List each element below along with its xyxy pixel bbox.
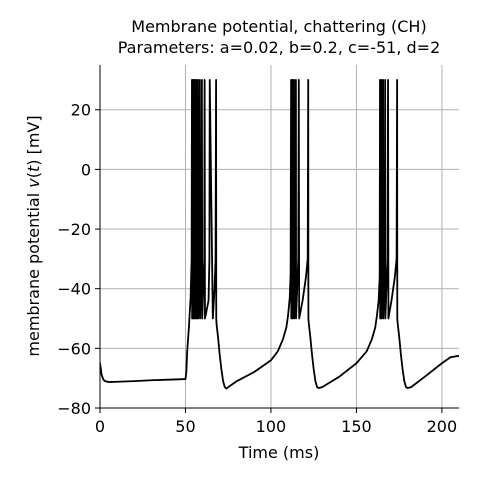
membrane-potential-line (100, 79, 459, 390)
y-axis-label-part: ( (24, 172, 43, 178)
x-tick-label: 0 (95, 417, 105, 436)
axis-layer: 0 50 100 150 200 −80 −60 −40 −20 0 20 (57, 65, 459, 436)
y-tick-label: 0 (81, 160, 91, 179)
x-tick-label: 50 (175, 417, 195, 436)
y-axis-label-part: ) [mV] (24, 115, 43, 165)
y-axis-label-part: t (24, 165, 43, 172)
y-tick-label: −20 (57, 220, 91, 239)
x-tick-label: 100 (256, 417, 287, 436)
y-axis-label-part: v (24, 178, 43, 188)
x-tick-label: 150 (341, 417, 372, 436)
y-axis-label: membrane potential v(t) [mV] (24, 115, 43, 356)
y-axis-label-part: membrane potential (24, 188, 43, 357)
x-axis-label: Time (ms) (238, 443, 320, 462)
x-tick-label: 200 (427, 417, 458, 436)
y-tick-label: −60 (57, 339, 91, 358)
grid-layer (99, 65, 459, 409)
chart-subtitle: Parameters: a=0.02, b=0.2, c=-51, d=2 (118, 38, 441, 57)
y-tick-label: −80 (57, 399, 91, 418)
trace-layer (100, 79, 459, 390)
y-tick-label: 20 (71, 101, 91, 120)
y-tick-label: −40 (57, 280, 91, 299)
chart-title: Membrane potential, chattering (CH) (131, 17, 426, 36)
